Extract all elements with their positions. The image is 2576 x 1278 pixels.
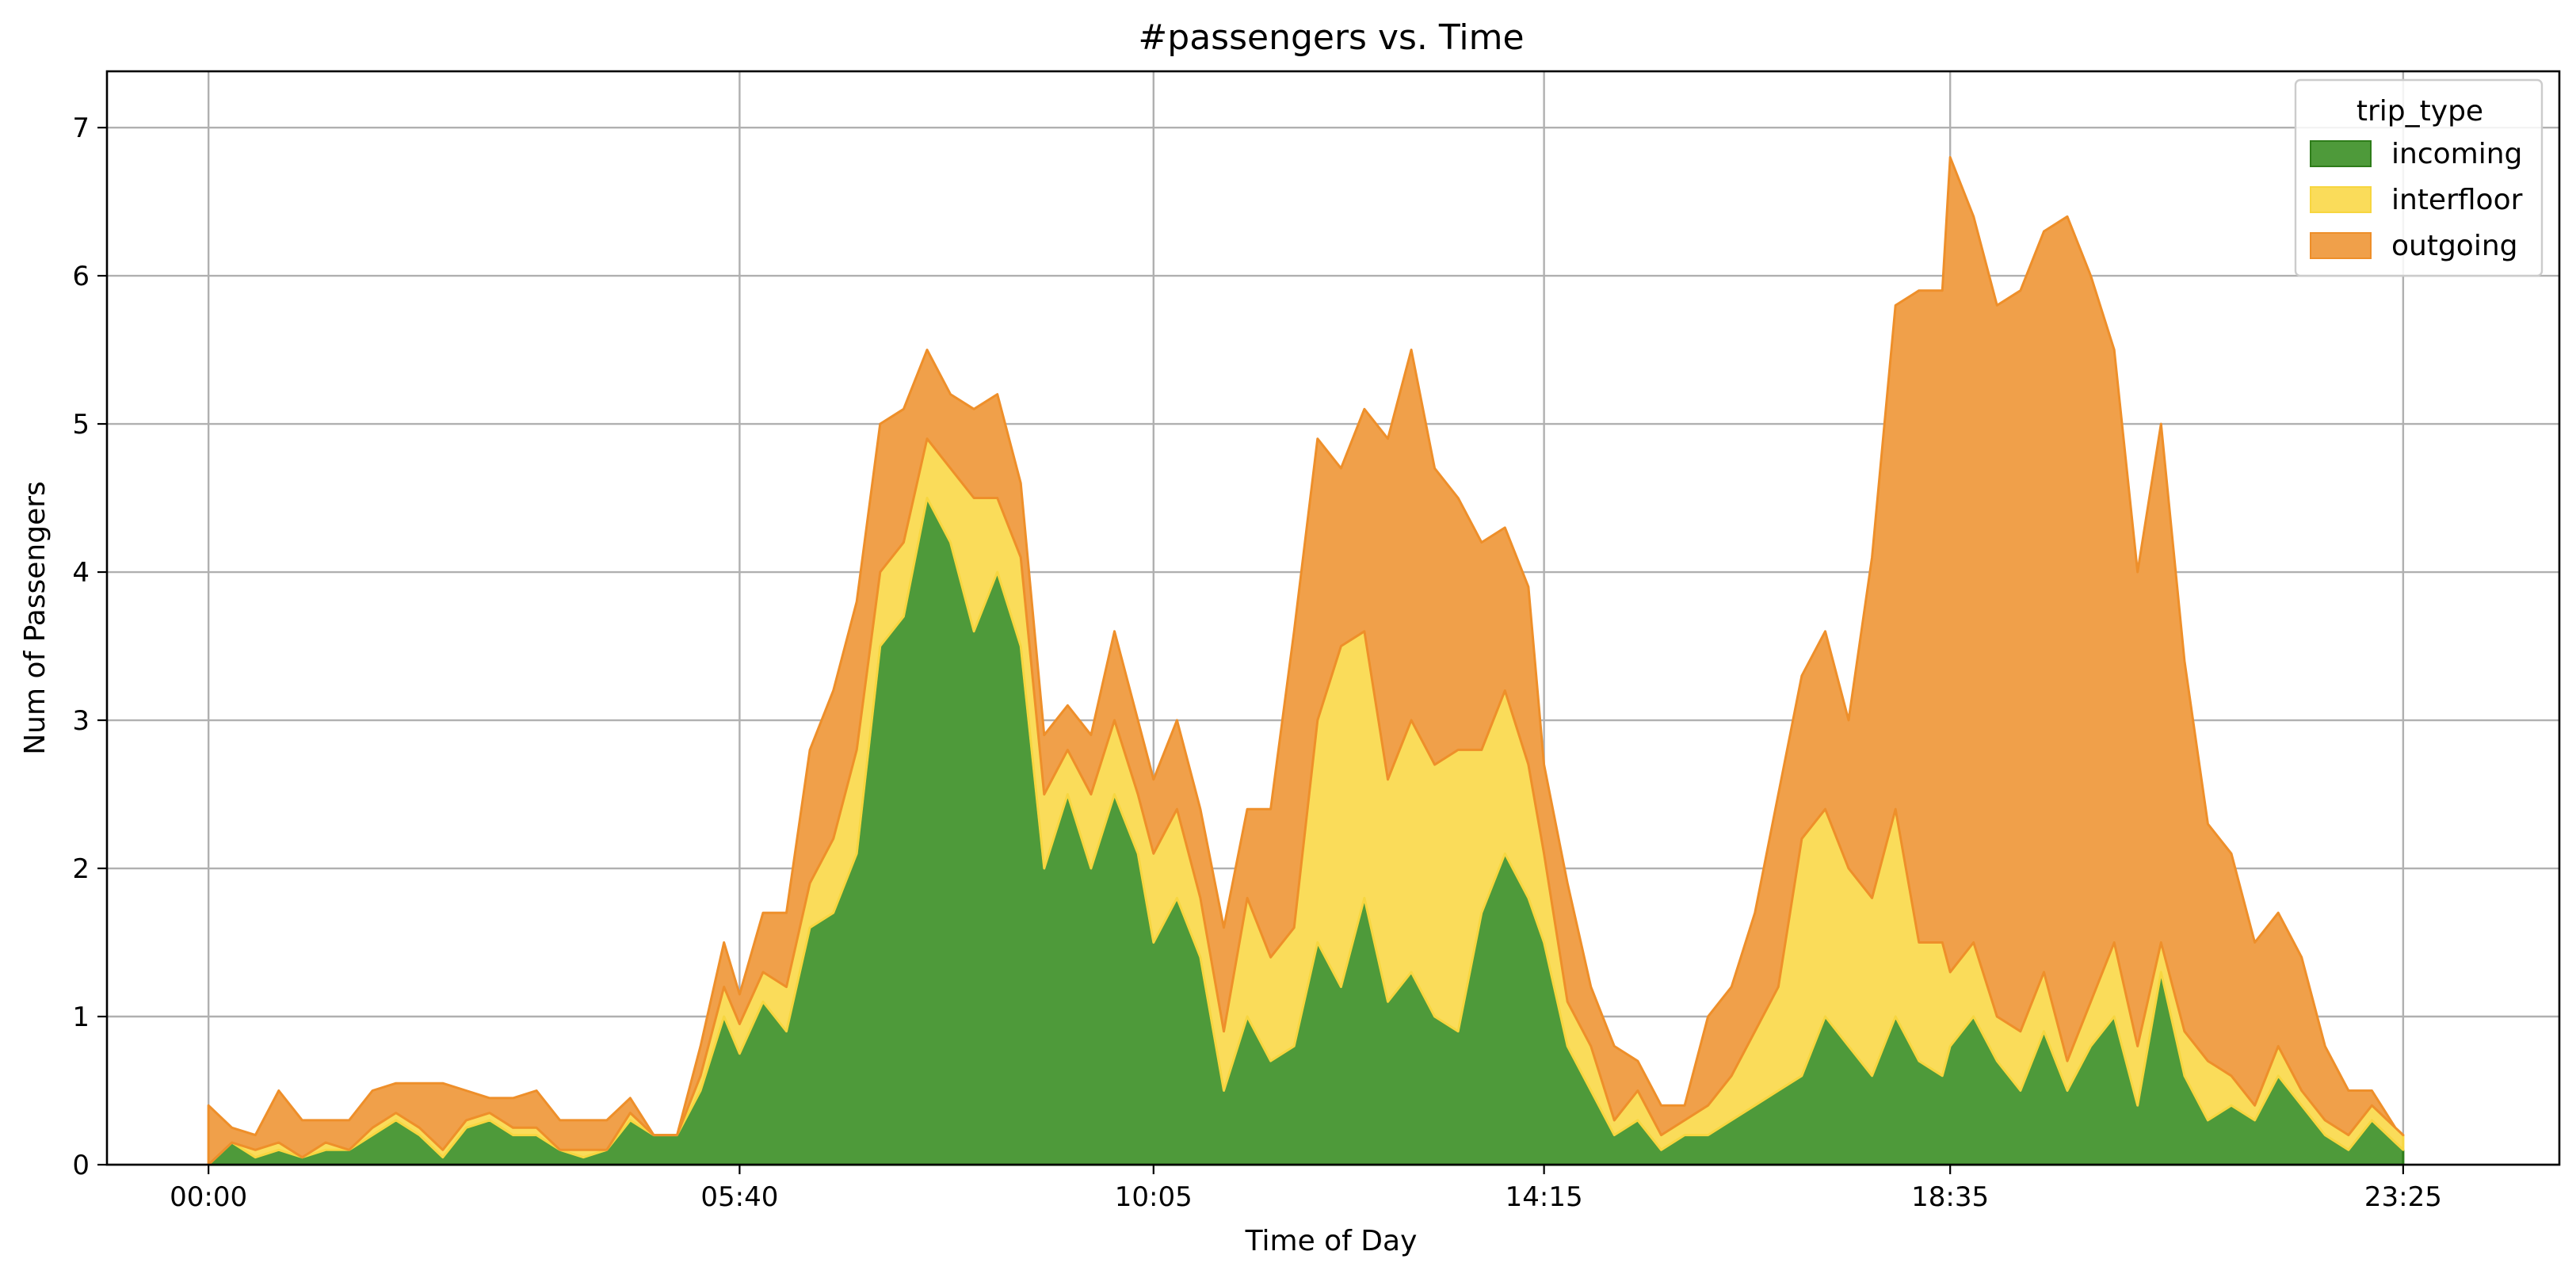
legend-box <box>2294 78 2544 277</box>
y-tick-label: 4 <box>72 557 90 589</box>
legend-title: trip_type <box>2357 95 2483 128</box>
legend-entries: incoming interfloor outgoing <box>2310 138 2523 262</box>
stacked-areas <box>207 156 2405 1166</box>
area-outgoing <box>207 156 2405 1166</box>
legend-label-interfloor: interfloor <box>2391 184 2523 216</box>
legend: trip_type incoming interfloor outgoing <box>2294 78 2544 277</box>
x-axis-label: Time of Day <box>1245 1225 1418 1257</box>
legend-swatch-incoming <box>2310 140 2372 167</box>
y-axis-ticks: 0 1 2 3 4 5 6 7 <box>72 113 107 1181</box>
x-tick-label: 05:40 <box>700 1181 778 1213</box>
chart-title: #passengers vs. Time <box>1138 17 1524 58</box>
legend-label-outgoing: outgoing <box>2391 230 2518 262</box>
y-tick-label: 1 <box>72 1001 90 1033</box>
y-axis-label: Num of Passengers <box>19 481 52 755</box>
y-tick-label: 2 <box>72 853 90 885</box>
y-tick-label: 5 <box>72 409 90 441</box>
x-tick-label: 23:25 <box>2364 1181 2442 1213</box>
y-tick-label: 6 <box>72 261 90 292</box>
x-tick-label: 00:00 <box>170 1181 247 1213</box>
x-tick-label: 18:35 <box>1911 1181 1989 1213</box>
legend-label-incoming: incoming <box>2391 138 2522 170</box>
y-tick-label: 0 <box>72 1150 90 1181</box>
plot-frame <box>105 70 2561 1166</box>
y-tick-label: 7 <box>72 113 90 144</box>
x-axis-ticks: 00:00 05:40 10:05 14:15 18:35 23:25 <box>170 1165 2442 1213</box>
legend-swatch-interfloor <box>2310 186 2372 213</box>
legend-swatch-outgoing <box>2310 232 2372 259</box>
x-tick-label: 14:15 <box>1506 1181 1583 1213</box>
y-tick-label: 3 <box>72 705 90 737</box>
x-tick-label: 10:05 <box>1115 1181 1193 1213</box>
